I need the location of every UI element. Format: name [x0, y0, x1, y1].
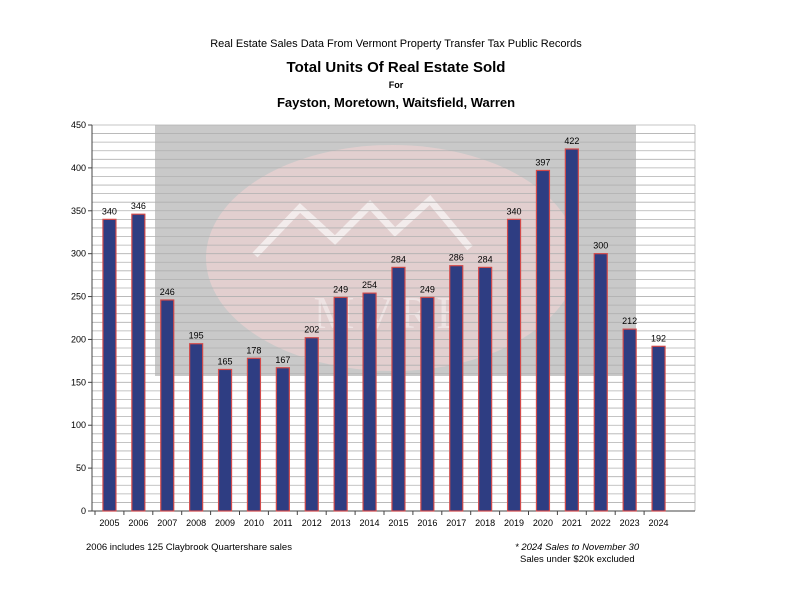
bar	[217, 368, 233, 512]
data-label: 300	[593, 241, 608, 251]
bars	[102, 148, 666, 512]
x-axis-ticks: 2005 2006 2007 2008 2009 2010 2011 2012 2013 2014…	[94, 511, 669, 528]
footnote-exclusion: Sales under $20k excluded	[520, 554, 635, 565]
bar	[593, 253, 608, 512]
x-tick-label: 2012	[302, 518, 322, 528]
data-label: 246	[160, 287, 175, 297]
data-label: 422	[564, 136, 579, 146]
data-label: 165	[218, 356, 233, 366]
bar	[420, 296, 435, 512]
x-tick-label: 2011	[273, 518, 292, 528]
bar	[102, 218, 117, 512]
x-tick-label: 2008	[186, 518, 206, 528]
bar	[160, 299, 175, 512]
data-label: 340	[507, 206, 522, 216]
bar	[651, 345, 666, 512]
x-tick-label: 2023	[620, 518, 640, 528]
x-tick-label: 2007	[157, 518, 177, 528]
chart-subtitle: Fayston, Moretown, Waitsfield, Warren	[276, 95, 516, 110]
chart-title: Total Units Of Real Estate Sold	[286, 59, 506, 76]
data-label: 212	[622, 316, 637, 326]
y-tick-label: 300	[71, 249, 86, 259]
data-label: 178	[246, 345, 261, 355]
footnote-2024-partial: * 2024 Sales to November 30	[515, 542, 640, 553]
data-label: 397	[535, 157, 550, 167]
data-label: 249	[420, 284, 435, 294]
bar	[333, 296, 348, 512]
y-tick-label: 150	[71, 377, 86, 387]
x-tick-label: 2017	[446, 518, 466, 528]
x-tick-label: 2010	[244, 518, 264, 528]
data-label: 286	[449, 253, 464, 263]
data-label: 346	[131, 201, 146, 211]
x-tick-label: 2024	[649, 518, 669, 528]
bar	[535, 169, 551, 512]
chart-supertitle: Real Estate Sales Data From Vermont Prop…	[210, 38, 582, 50]
x-tick-label: 2013	[331, 518, 351, 528]
x-tick-label: 2009	[215, 518, 235, 528]
x-tick-label: 2022	[591, 518, 611, 528]
y-tick-label: 0	[81, 506, 86, 516]
data-label: 254	[362, 280, 377, 290]
x-tick-label: 2005	[99, 518, 119, 528]
y-tick-label: 350	[71, 206, 86, 216]
x-tick-label: 2014	[360, 518, 380, 528]
data-label: 340	[102, 206, 117, 216]
bar	[246, 357, 262, 512]
y-tick-label: 200	[71, 334, 86, 344]
x-tick-label: 2018	[475, 518, 495, 528]
bar	[506, 218, 522, 512]
y-tick-label: 50	[76, 463, 86, 473]
y-tick-label: 100	[71, 420, 86, 430]
bar	[131, 213, 146, 512]
y-tick-label: 400	[71, 163, 86, 173]
bar	[304, 337, 319, 512]
data-label: 202	[304, 325, 319, 335]
x-tick-label: 2006	[128, 518, 148, 528]
bar	[275, 367, 290, 512]
y-tick-label: 450	[71, 120, 86, 130]
bar	[564, 148, 579, 512]
x-tick-label: 2021	[562, 518, 582, 528]
bar	[362, 292, 377, 512]
y-axis-ticks: 0 50 100 150 200 250 300 350 400 450	[71, 120, 92, 516]
chart-for-label: For	[388, 80, 404, 90]
data-label: 195	[189, 331, 204, 341]
footnote-claybrook: 2006 includes 125 Claybrook Quartershare…	[86, 542, 292, 553]
data-labels: 340 346 246 195 165 178 167 202 249 254 284 249 286 2…	[102, 136, 666, 366]
watermark-mountains-icon	[252, 194, 473, 258]
y-tick-label: 250	[71, 292, 86, 302]
data-label: 167	[275, 355, 290, 365]
x-tick-label: 2019	[504, 518, 524, 528]
x-tick-label: 2020	[533, 518, 553, 528]
bar	[449, 265, 464, 512]
bar	[391, 266, 406, 512]
data-label: 249	[333, 284, 348, 294]
bar	[478, 266, 493, 512]
bar	[622, 328, 637, 512]
data-label: 192	[651, 333, 666, 343]
bar	[189, 343, 204, 512]
data-label: 284	[391, 254, 406, 264]
x-tick-label: 2015	[388, 518, 408, 528]
x-tick-label: 2016	[417, 518, 437, 528]
data-label: 284	[478, 254, 493, 264]
